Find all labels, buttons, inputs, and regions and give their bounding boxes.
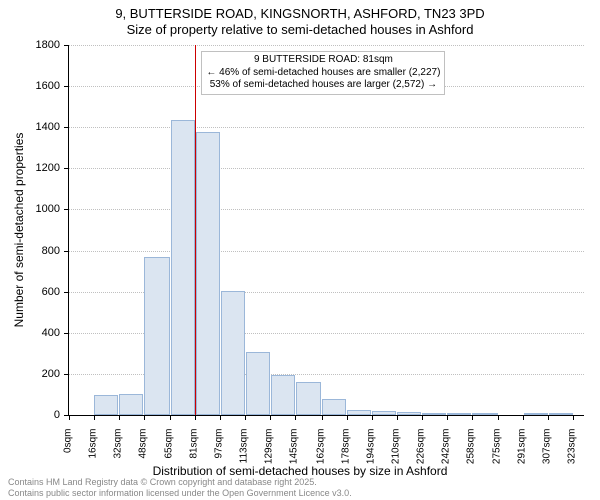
histogram-bar bbox=[422, 413, 446, 415]
xtick-label: 145sqm bbox=[289, 429, 300, 474]
xtick-mark bbox=[170, 415, 171, 420]
xtick-label: 291sqm bbox=[517, 429, 528, 474]
xtick-mark bbox=[573, 415, 574, 420]
histogram-bar bbox=[94, 395, 118, 415]
xtick-label: 226sqm bbox=[415, 429, 426, 474]
gridline bbox=[69, 251, 584, 252]
property-marker-line bbox=[195, 45, 196, 415]
histogram-bar bbox=[549, 413, 573, 415]
histogram-bar bbox=[322, 399, 346, 415]
histogram-bar bbox=[144, 257, 169, 415]
xtick-mark bbox=[245, 415, 246, 420]
footer-line2: Contains public sector information licen… bbox=[8, 488, 352, 498]
ytick-mark bbox=[64, 374, 69, 375]
xtick-mark bbox=[144, 415, 145, 420]
xtick-label: 178sqm bbox=[340, 429, 351, 474]
chart-container: 9, BUTTERSIDE ROAD, KINGSNORTH, ASHFORD,… bbox=[0, 0, 600, 500]
annotation-box: 9 BUTTERSIDE ROAD: 81sqm ← 46% of semi-d… bbox=[201, 51, 445, 95]
histogram-bar bbox=[472, 413, 497, 415]
ytick-label: 200 bbox=[10, 368, 60, 380]
xtick-mark bbox=[523, 415, 524, 420]
ytick-label: 600 bbox=[10, 286, 60, 298]
xtick-label: 242sqm bbox=[440, 429, 451, 474]
xtick-label: 65sqm bbox=[164, 429, 175, 474]
histogram-bar bbox=[347, 410, 371, 415]
xtick-mark bbox=[548, 415, 549, 420]
histogram-bar bbox=[196, 132, 220, 415]
xtick-label: 32sqm bbox=[112, 429, 123, 474]
xtick-mark bbox=[422, 415, 423, 420]
xtick-mark bbox=[220, 415, 221, 420]
ytick-mark bbox=[64, 209, 69, 210]
xtick-label: 129sqm bbox=[264, 429, 275, 474]
footer-line1: Contains HM Land Registry data © Crown c… bbox=[8, 477, 352, 487]
chart-title-line1: 9, BUTTERSIDE ROAD, KINGSNORTH, ASHFORD,… bbox=[0, 6, 600, 21]
xtick-mark bbox=[472, 415, 473, 420]
xtick-mark bbox=[69, 415, 70, 420]
xtick-label: 0sqm bbox=[63, 429, 74, 474]
xtick-label: 275sqm bbox=[492, 429, 503, 474]
histogram-bar bbox=[171, 120, 195, 415]
xtick-label: 323sqm bbox=[567, 429, 578, 474]
xtick-mark bbox=[94, 415, 95, 420]
xtick-label: 16sqm bbox=[87, 429, 98, 474]
annotation-line3: 53% of semi-detached houses are larger (… bbox=[206, 79, 440, 92]
xtick-label: 194sqm bbox=[365, 429, 376, 474]
footer-text: Contains HM Land Registry data © Crown c… bbox=[8, 477, 352, 498]
xtick-mark bbox=[397, 415, 398, 420]
xtick-label: 113sqm bbox=[239, 429, 250, 474]
ytick-mark bbox=[64, 86, 69, 87]
ytick-mark bbox=[64, 292, 69, 293]
ytick-mark bbox=[64, 45, 69, 46]
xtick-mark bbox=[119, 415, 120, 420]
xtick-label: 48sqm bbox=[137, 429, 148, 474]
xtick-label: 97sqm bbox=[214, 429, 225, 474]
plot-area: 9 BUTTERSIDE ROAD: 81sqm ← 46% of semi-d… bbox=[68, 45, 584, 416]
ytick-mark bbox=[64, 333, 69, 334]
ytick-label: 1600 bbox=[10, 80, 60, 92]
histogram-bar bbox=[397, 412, 421, 415]
histogram-bar bbox=[372, 411, 396, 415]
ytick-label: 400 bbox=[10, 327, 60, 339]
ytick-label: 0 bbox=[10, 409, 60, 421]
histogram-bar bbox=[447, 413, 471, 415]
gridline bbox=[69, 168, 584, 169]
gridline bbox=[69, 127, 584, 128]
xtick-mark bbox=[322, 415, 323, 420]
xtick-mark bbox=[498, 415, 499, 420]
histogram-bar bbox=[246, 352, 270, 415]
xtick-label: 162sqm bbox=[315, 429, 326, 474]
ytick-label: 1400 bbox=[10, 121, 60, 133]
ytick-label: 1000 bbox=[10, 203, 60, 215]
annotation-line2: ← 46% of semi-detached houses are smalle… bbox=[206, 67, 440, 80]
xtick-mark bbox=[347, 415, 348, 420]
ytick-mark bbox=[64, 251, 69, 252]
histogram-bar bbox=[119, 394, 143, 415]
ytick-label: 1200 bbox=[10, 162, 60, 174]
ytick-label: 800 bbox=[10, 245, 60, 257]
ytick-mark bbox=[64, 168, 69, 169]
gridline bbox=[69, 209, 584, 210]
xtick-mark bbox=[270, 415, 271, 420]
annotation-line1: 9 BUTTERSIDE ROAD: 81sqm bbox=[206, 54, 440, 67]
gridline bbox=[69, 45, 584, 46]
xtick-label: 210sqm bbox=[390, 429, 401, 474]
ytick-mark bbox=[64, 127, 69, 128]
ytick-label: 1800 bbox=[10, 39, 60, 51]
xtick-label: 81sqm bbox=[189, 429, 200, 474]
xtick-mark bbox=[295, 415, 296, 420]
xtick-mark bbox=[447, 415, 448, 420]
histogram-bar bbox=[296, 382, 321, 415]
xtick-label: 258sqm bbox=[465, 429, 476, 474]
xtick-mark bbox=[372, 415, 373, 420]
histogram-bar bbox=[221, 291, 245, 415]
histogram-bar bbox=[271, 375, 295, 415]
chart-title-line2: Size of property relative to semi-detach… bbox=[0, 22, 600, 37]
xtick-label: 307sqm bbox=[542, 429, 553, 474]
histogram-bar bbox=[524, 413, 548, 415]
xtick-mark bbox=[195, 415, 196, 420]
